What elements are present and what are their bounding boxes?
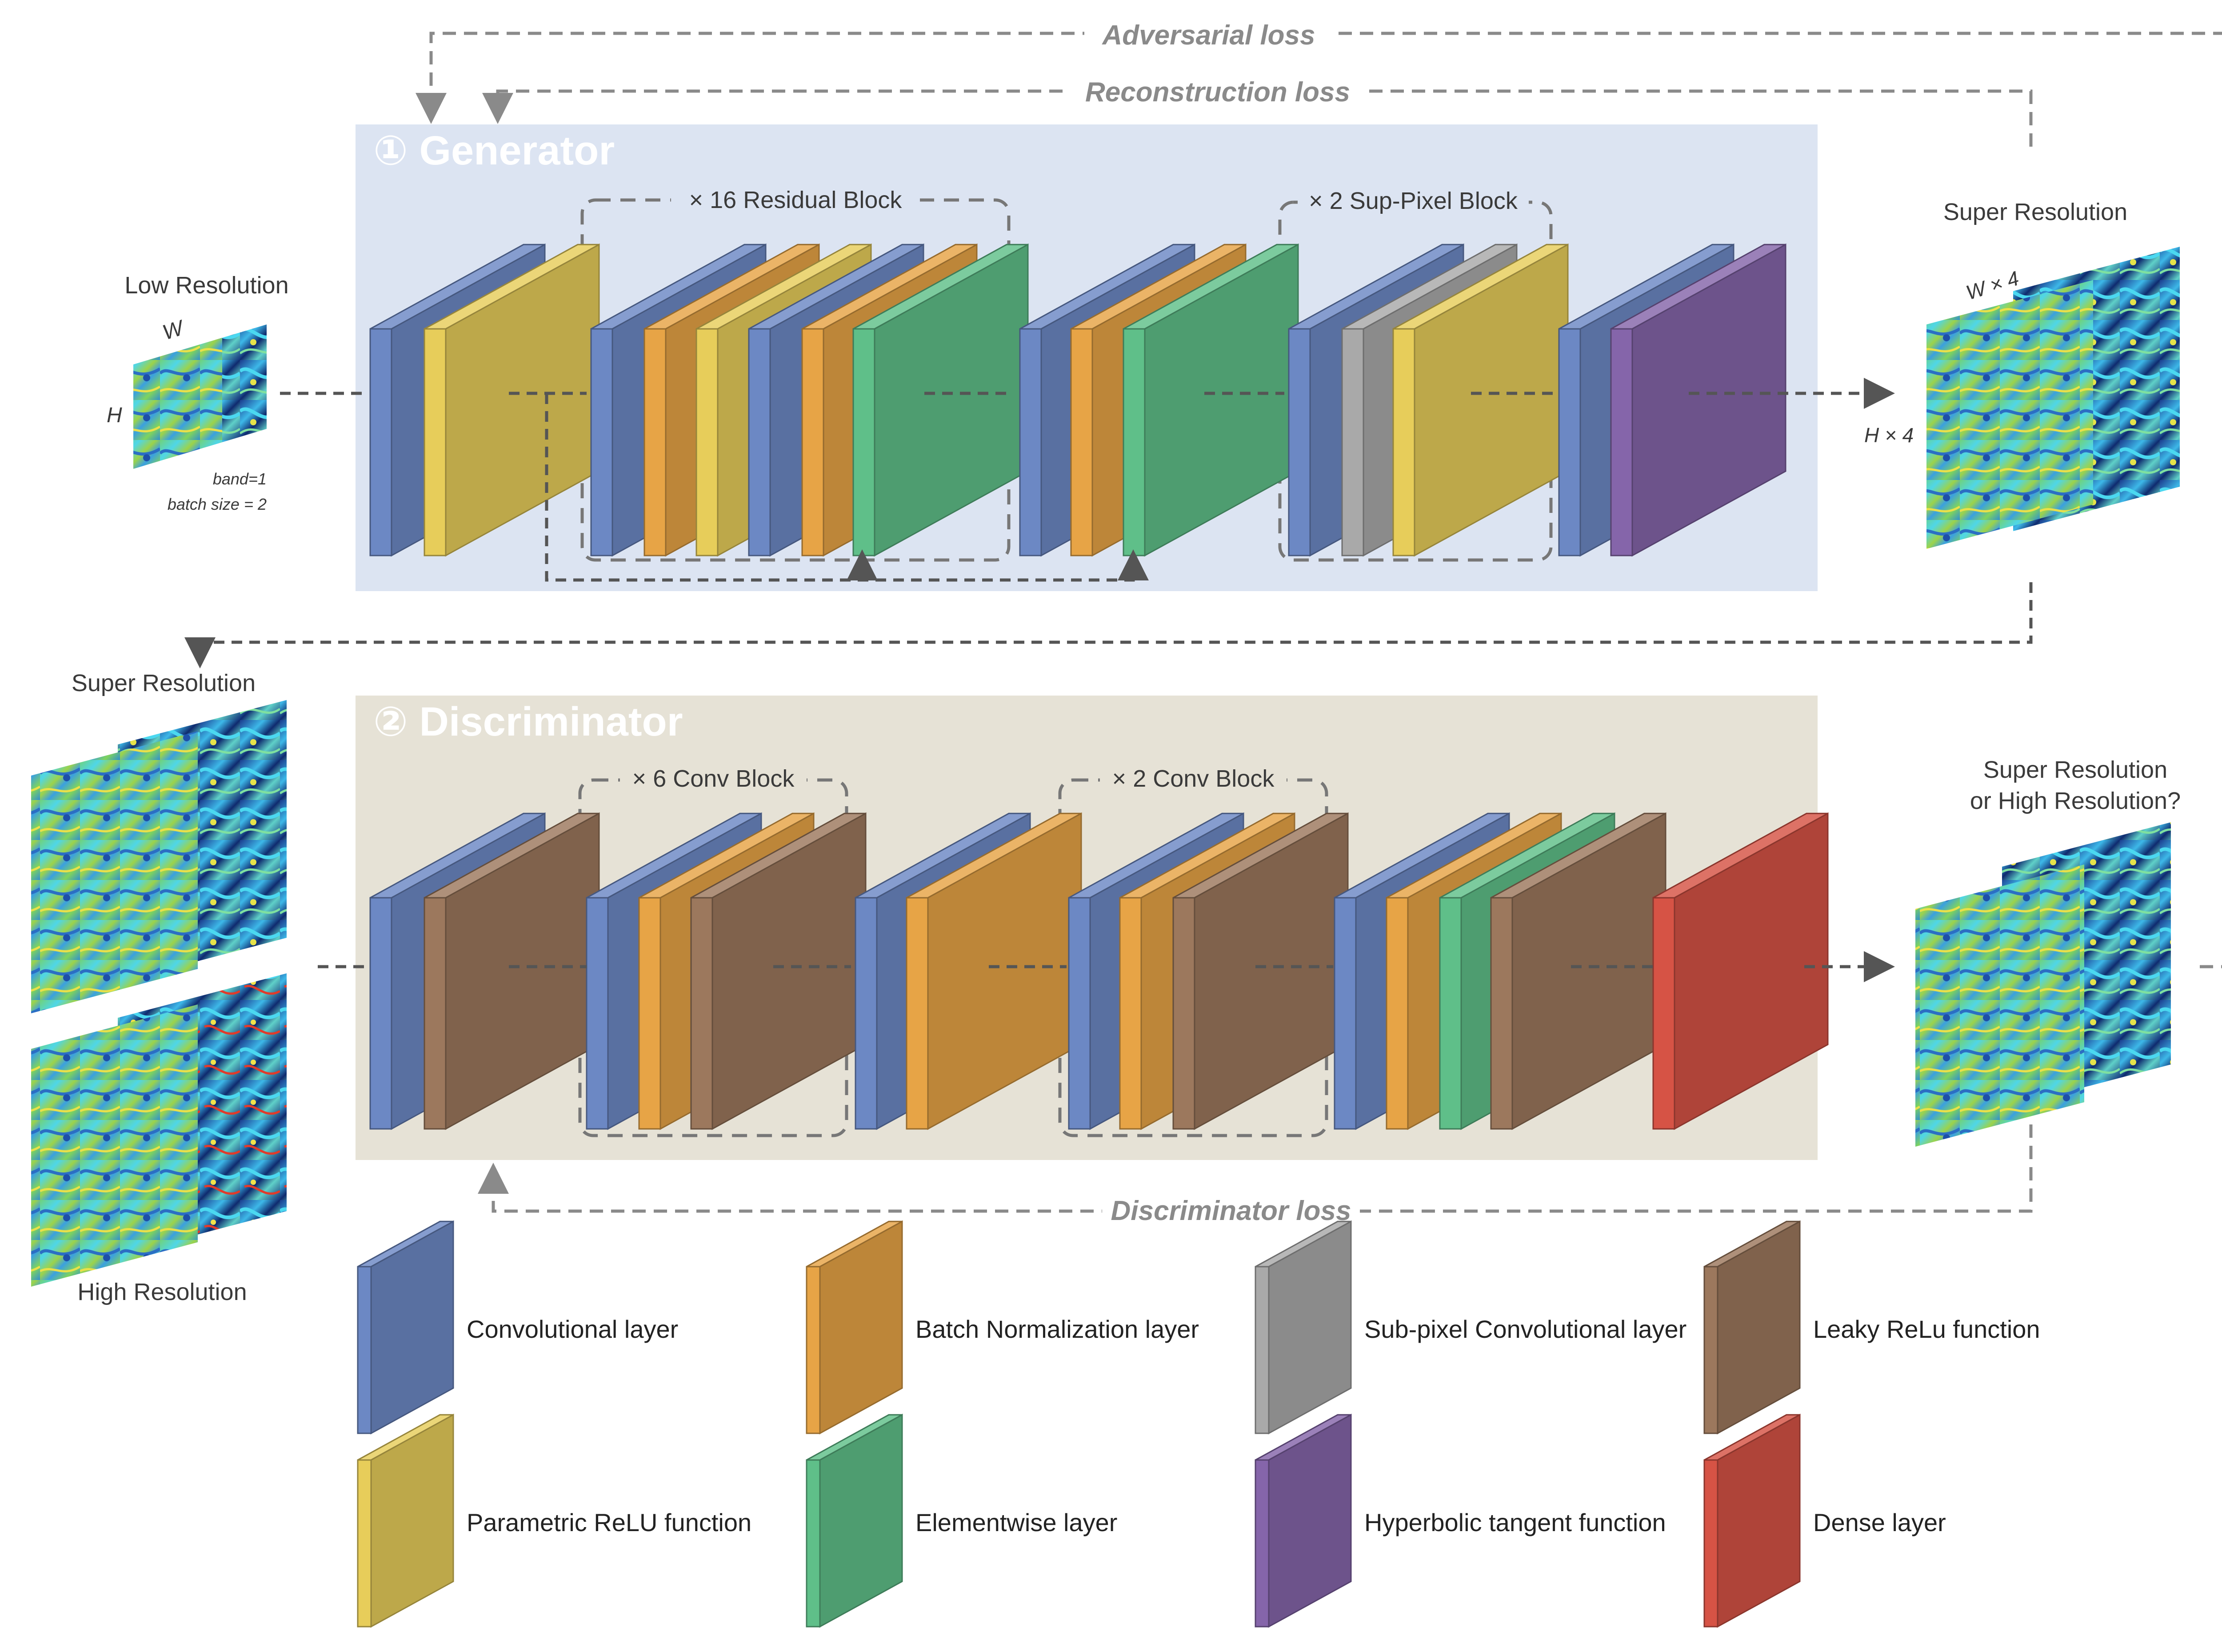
residual-label-bg [671, 184, 920, 216]
legend-swatch-tanh [1255, 1413, 1352, 1628]
sr-to-disc-path [184, 582, 2033, 668]
conv2-label-bg [1100, 764, 1287, 796]
h-label: H [107, 404, 122, 427]
legend-swatch-leaky [1703, 1220, 1801, 1435]
legend-swatch-dense [1703, 1413, 1801, 1628]
legend-swatch-elementwise [806, 1413, 903, 1628]
legend-swatch-subpixel [1255, 1220, 1352, 1435]
legend-swatch-conv [357, 1220, 454, 1435]
adversarial-loss-label: Adversarial loss [1101, 20, 1315, 51]
question-label-line1: Super Resolution [1983, 756, 2167, 783]
super-resolution-left-label: Super Resolution [72, 670, 256, 696]
discriminator-layer-dense [1652, 812, 1829, 1130]
generator-layer-prelu [1392, 243, 1569, 557]
question-label-line2: or High Resolution? [1970, 788, 2181, 814]
reconstruction-loss-label: Reconstruction loss [1085, 77, 1350, 108]
legend-label-elementwise: Elementwise layer [915, 1508, 1117, 1536]
subpixel-label-bg [1298, 187, 1529, 218]
adv-loss-bg [1084, 18, 1333, 53]
conv-block-6-label: × 6 Conv Block [632, 765, 795, 792]
legend-swatch-bn [806, 1220, 903, 1435]
super-resolution-output-label: Super Resolution [1943, 199, 2127, 225]
discriminator-layer-leaky [1172, 812, 1349, 1130]
legend-swatch-prelu [357, 1413, 454, 1628]
generator-layer-elementwise [852, 243, 1029, 557]
legend-label-subpixel: Sub-pixel Convolutional layer [1364, 1315, 1686, 1343]
low-resolution-label: Low Resolution [124, 272, 288, 299]
subpixel-block-label: × 2 Sup-Pixel Block [1309, 188, 1518, 214]
high-resolution-input [31, 973, 287, 1287]
discriminator-layer-leaky [1490, 812, 1666, 1130]
legend-label-tanh: Hyperbolic tangent function [1364, 1508, 1666, 1536]
disc-loss-bg [1102, 1195, 1360, 1230]
super-resolution-input [31, 700, 287, 1013]
discriminator-loss-label: Discriminator loss [1111, 1196, 1351, 1226]
legend-label-dense: Dense layer [1813, 1508, 1946, 1536]
generator-layers [369, 243, 1786, 557]
generator-title: ① Generator [373, 128, 615, 173]
generator-flow [280, 378, 1895, 582]
w4-label: W × 4 [1963, 266, 2022, 304]
high-resolution-left-label: High Resolution [77, 1279, 247, 1305]
rec-loss-bg [1067, 75, 1369, 110]
low-resolution-input [133, 324, 267, 469]
generator-layer-prelu [424, 243, 600, 557]
legend-label-bn: Batch Normalization layer [915, 1315, 1199, 1343]
discriminator-input-stack [1915, 822, 2171, 1147]
legend: Convolutional layer Batch Normalization l… [357, 1220, 2040, 1628]
conv6-label-bg [620, 764, 807, 796]
super-resolution-output [1926, 247, 2180, 549]
legend-label-conv: Convolutional layer [467, 1315, 678, 1343]
w-label: W [160, 316, 188, 344]
discriminator-title: ② Discriminator [373, 699, 683, 744]
discriminator-layer-bn [906, 812, 1082, 1130]
generator-layer-tanh [1610, 243, 1786, 557]
legend-label-leaky: Leaky ReLu function [1813, 1315, 2040, 1343]
legend-label-prelu: Parametric ReLU function [467, 1508, 751, 1536]
h4-label: H × 4 [1864, 424, 1914, 447]
discriminator-layers [369, 812, 1829, 1130]
batch-size-label: batch size = 2 [168, 495, 267, 513]
residual-block-label: × 16 Residual Block [689, 187, 903, 213]
band-label: band=1 [213, 470, 267, 488]
conv-block-2-label: × 2 Conv Block [1112, 765, 1275, 792]
